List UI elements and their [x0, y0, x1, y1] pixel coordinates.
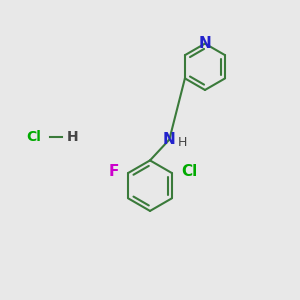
Text: N: N — [199, 36, 212, 51]
Text: N: N — [163, 132, 176, 147]
Text: Cl: Cl — [27, 130, 41, 144]
Text: H: H — [178, 136, 188, 149]
Text: Cl: Cl — [181, 164, 197, 179]
Text: F: F — [109, 164, 119, 179]
Text: H: H — [67, 130, 78, 144]
